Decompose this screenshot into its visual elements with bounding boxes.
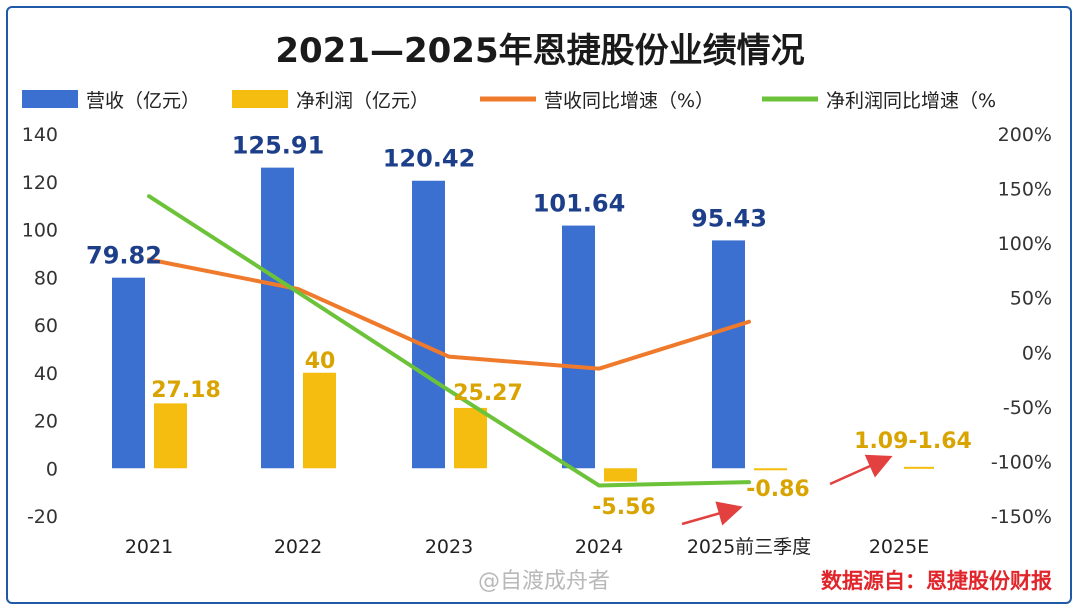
y-right-tick: -150% [991,506,1052,528]
y-left-tick: 20 [34,411,58,433]
x-category-label: 2025前三季度 [687,536,811,558]
y-left-tick: -20 [27,506,58,528]
x-category-label: 2025E [869,536,929,558]
x-category-label: 2023 [425,536,473,558]
revenue-growth-line [147,257,751,371]
y-axis-right: 200% 150% 100% 50% 0% -50% -100% -150% [991,124,1052,528]
lines [147,194,751,488]
profit-data-label: 1.09-1.64 [854,429,972,454]
legend-label-revenue_growth: 营收同比增速（%） [544,90,714,112]
x-category-label: 2021 [125,536,173,558]
profit-data-label: 40 [305,349,336,374]
legend: 营收（亿元） 净利润（亿元） 营收同比增速（%） 净利润同比增速（% [22,90,996,112]
y-left-tick: 100 [22,220,58,242]
bars [112,167,934,482]
y-right-tick: 50% [1010,288,1052,310]
y-right-tick: 0% [1022,342,1052,364]
profit-data-label: 25.27 [453,381,523,406]
y-right-tick: 100% [998,233,1052,255]
legend-label-revenue: 营收（亿元） [86,90,200,112]
revenue-data-label: 101.64 [533,190,626,218]
revenue-data-label: 125.91 [232,132,325,160]
revenue-data-label: 120.42 [383,145,476,173]
profit-bar [154,403,187,469]
x-axis-categories: 2021 2022 2023 2024 2025前三季度 2025E [125,536,929,558]
x-category-label: 2024 [575,536,623,558]
revenue-bar [112,277,145,469]
y-right-tick: 200% [998,124,1052,146]
revenue-bar [712,240,745,469]
revenue-bar [562,225,595,469]
legend-swatch-profit [232,90,288,108]
y-right-tick: -100% [991,451,1052,473]
revenue-data-label: 79.82 [86,242,162,270]
profit-data-label: -0.86 [746,477,809,502]
y-right-tick: -50% [1003,397,1052,419]
y-left-tick: 80 [34,267,58,289]
chart-frame [6,6,1072,604]
data-labels: 79.82 125.91 120.42 101.64 95.43 27.18 40 25.27… [86,132,972,520]
trend-arrows [681,454,893,526]
y-left-tick: 140 [22,124,58,146]
legend-swatch-revenue [22,90,78,108]
trend-arrow [681,501,743,526]
x-category-label: 2022 [274,536,322,558]
revenue-bar [412,180,445,469]
profit-bar [904,466,934,469]
chart-title: 2021—2025年恩捷股份业绩情况 [275,31,804,71]
legend-label-profit_growth: 净利润同比增速（% [826,90,996,112]
profit-bar [754,468,787,471]
y-left-tick: 120 [22,172,58,194]
profit-data-label: -5.56 [592,495,655,520]
profit-bar [604,468,637,482]
trend-arrow [829,454,893,486]
revenue-data-label: 95.43 [691,204,767,232]
profit-bar [454,407,487,469]
profit-bar [303,372,336,469]
watermark-text: @自渡成舟者 [478,569,610,594]
y-left-tick: 0 [46,458,58,480]
y-axis-left: 140 120 100 80 60 40 20 0 -20 [22,124,58,528]
legend-label-profit: 净利润（亿元） [296,90,429,112]
y-right-tick: 150% [998,179,1052,201]
profit-data-label: 27.18 [151,378,221,403]
y-left-tick: 60 [34,315,58,337]
y-left-tick: 40 [34,363,58,385]
profit-growth-line [147,194,751,488]
revenue-bar [261,167,294,469]
source-note: 数据源自：恩捷股份财报 [821,569,1052,593]
